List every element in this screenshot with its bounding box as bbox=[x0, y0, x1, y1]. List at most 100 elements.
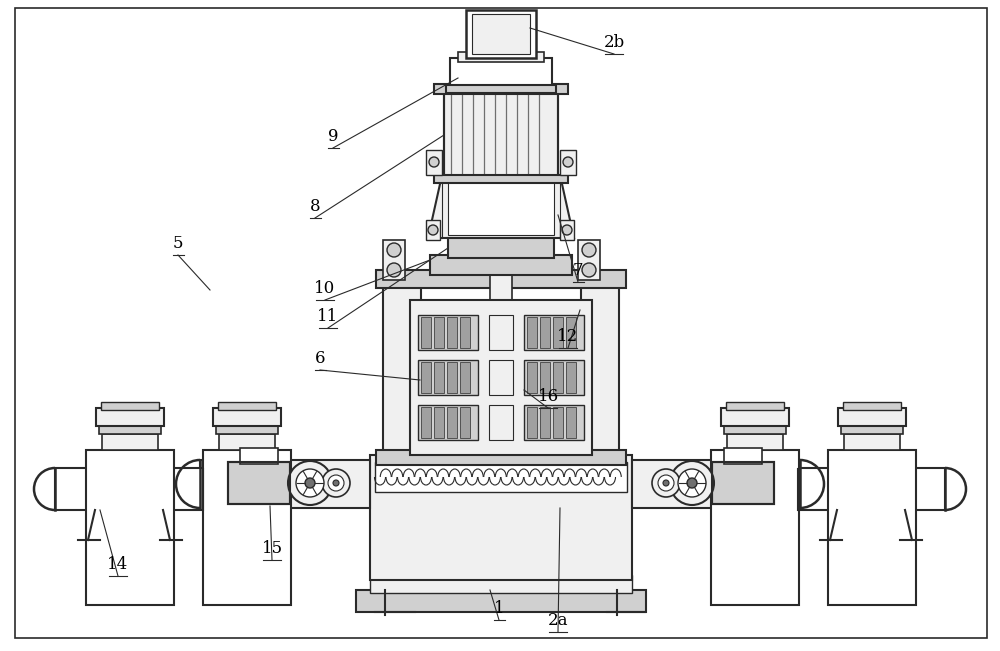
Text: 11: 11 bbox=[317, 308, 339, 325]
Polygon shape bbox=[428, 175, 574, 238]
Text: 12: 12 bbox=[557, 328, 579, 345]
Circle shape bbox=[387, 243, 401, 257]
Bar bbox=[376, 450, 626, 465]
Bar bbox=[540, 317, 550, 348]
Bar bbox=[553, 407, 563, 438]
Circle shape bbox=[658, 475, 674, 491]
Bar bbox=[370, 455, 632, 580]
Text: 2a: 2a bbox=[548, 612, 568, 629]
Bar bbox=[560, 220, 574, 240]
Bar bbox=[375, 462, 627, 492]
Bar bbox=[203, 450, 291, 605]
Bar bbox=[524, 360, 584, 395]
Bar bbox=[228, 462, 290, 504]
Circle shape bbox=[328, 475, 344, 491]
Bar bbox=[553, 362, 563, 393]
Bar bbox=[527, 362, 537, 393]
Bar bbox=[553, 317, 563, 348]
Bar bbox=[370, 575, 632, 593]
Text: 2b: 2b bbox=[603, 34, 625, 51]
Bar bbox=[450, 58, 552, 88]
Text: 5: 5 bbox=[173, 235, 183, 252]
Bar bbox=[200, 460, 370, 508]
Text: 14: 14 bbox=[107, 556, 129, 573]
Bar bbox=[458, 52, 544, 62]
Text: 15: 15 bbox=[261, 540, 283, 557]
Bar bbox=[434, 84, 568, 94]
Bar bbox=[410, 300, 592, 455]
Bar bbox=[101, 402, 159, 410]
Bar bbox=[240, 448, 278, 464]
Circle shape bbox=[563, 157, 573, 167]
Bar bbox=[418, 360, 478, 395]
Bar bbox=[216, 426, 278, 434]
Circle shape bbox=[582, 263, 596, 277]
Bar bbox=[490, 275, 512, 455]
Bar bbox=[724, 448, 762, 464]
Bar bbox=[838, 408, 906, 426]
Bar bbox=[356, 590, 646, 612]
Bar bbox=[726, 402, 784, 410]
Bar bbox=[383, 240, 405, 280]
Bar bbox=[632, 460, 800, 508]
Bar bbox=[489, 360, 513, 395]
Circle shape bbox=[429, 157, 439, 167]
Bar bbox=[527, 407, 537, 438]
Bar bbox=[489, 315, 513, 350]
Bar bbox=[418, 405, 478, 440]
Bar bbox=[489, 405, 513, 440]
Bar bbox=[444, 88, 558, 178]
Bar bbox=[434, 407, 444, 438]
Bar bbox=[581, 275, 619, 455]
Bar bbox=[446, 85, 556, 93]
Bar bbox=[844, 434, 900, 450]
Bar bbox=[447, 362, 457, 393]
Bar bbox=[566, 362, 576, 393]
Bar bbox=[426, 150, 442, 175]
Bar bbox=[712, 462, 774, 504]
Circle shape bbox=[652, 469, 680, 497]
Bar bbox=[578, 240, 600, 280]
Text: 16: 16 bbox=[537, 388, 559, 405]
Bar bbox=[711, 450, 799, 605]
Bar bbox=[524, 405, 584, 440]
Circle shape bbox=[582, 243, 596, 257]
Bar bbox=[376, 270, 626, 288]
Bar bbox=[527, 317, 537, 348]
Bar bbox=[797, 468, 945, 510]
Bar bbox=[448, 180, 554, 235]
Circle shape bbox=[296, 469, 324, 497]
Circle shape bbox=[322, 469, 350, 497]
Text: 8: 8 bbox=[310, 198, 320, 215]
Bar bbox=[841, 426, 903, 434]
Bar bbox=[421, 317, 431, 348]
Bar bbox=[430, 255, 572, 275]
Bar bbox=[540, 407, 550, 438]
Circle shape bbox=[670, 461, 714, 505]
Bar bbox=[560, 150, 576, 175]
Circle shape bbox=[687, 478, 697, 488]
Bar bbox=[421, 362, 431, 393]
Circle shape bbox=[333, 480, 339, 486]
Bar bbox=[434, 317, 444, 348]
Bar bbox=[448, 238, 554, 258]
Circle shape bbox=[663, 480, 669, 486]
Bar bbox=[466, 10, 536, 58]
Text: 1: 1 bbox=[494, 600, 504, 617]
Bar bbox=[828, 450, 916, 605]
Bar bbox=[102, 434, 158, 450]
Bar bbox=[566, 407, 576, 438]
Text: 10: 10 bbox=[314, 280, 336, 297]
Bar bbox=[724, 426, 786, 434]
Bar bbox=[99, 426, 161, 434]
Bar bbox=[460, 407, 470, 438]
Text: 6: 6 bbox=[315, 350, 325, 367]
Circle shape bbox=[678, 469, 706, 497]
Bar bbox=[460, 362, 470, 393]
Bar bbox=[86, 450, 174, 605]
Bar bbox=[228, 462, 290, 504]
Circle shape bbox=[428, 225, 438, 235]
Bar bbox=[383, 275, 421, 455]
Bar bbox=[524, 315, 584, 350]
Bar bbox=[460, 317, 470, 348]
